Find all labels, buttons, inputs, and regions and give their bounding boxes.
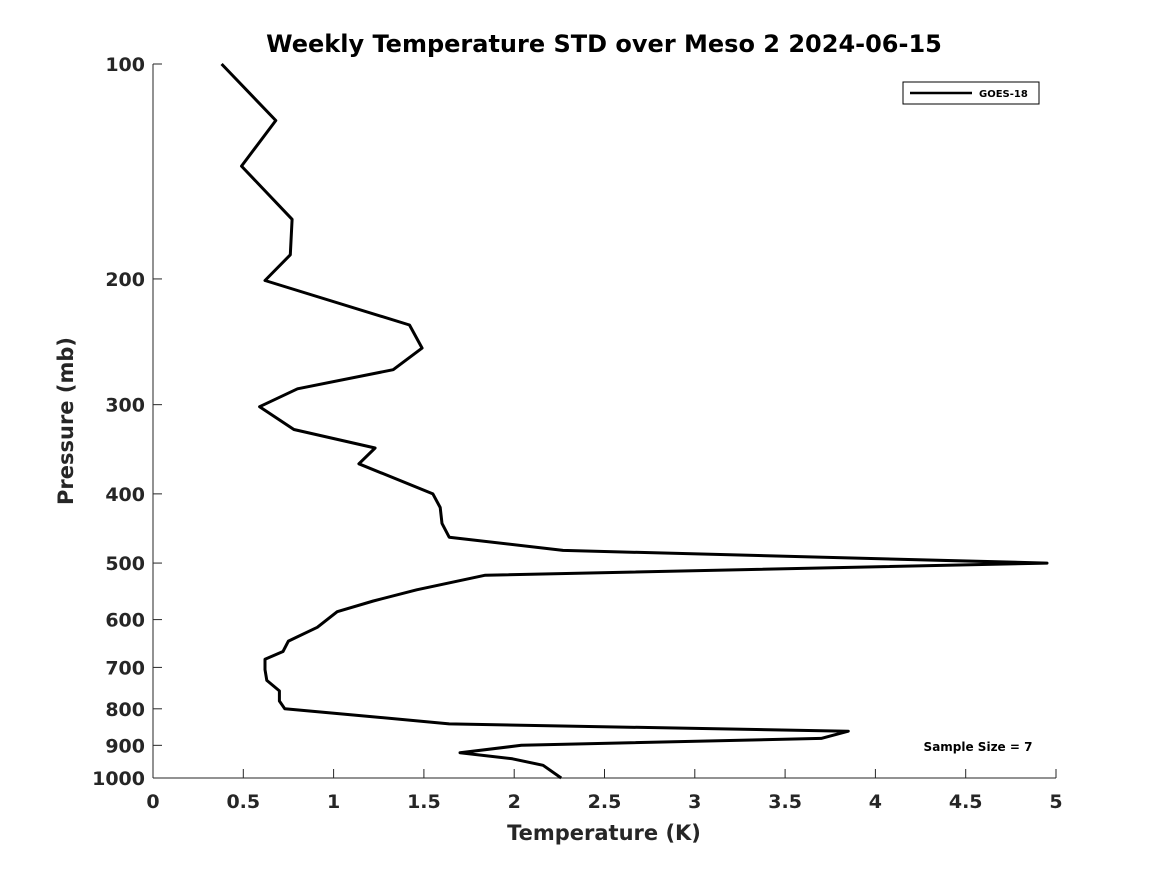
x-tick-label: 5: [1049, 791, 1062, 813]
x-tick-label: 2.5: [588, 791, 622, 813]
x-tick-label: 4.5: [949, 791, 983, 813]
y-tick-label: 100: [105, 54, 145, 76]
y-axis-ticks: 100 200 300 400 500 600 700 800 900 1000: [92, 54, 162, 790]
x-tick-label: 0.5: [226, 791, 260, 813]
y-tick-label: 300: [105, 395, 145, 417]
sample-size-annotation: Sample Size = 7: [924, 740, 1033, 754]
series-group: [220, 62, 1049, 780]
series-line-goes-18: [220, 62, 1049, 780]
x-tick-label: 4: [869, 791, 882, 813]
x-tick-label: 3: [688, 791, 701, 813]
x-tick-label: 2: [508, 791, 521, 813]
x-tick-label: 1.5: [407, 791, 441, 813]
y-tick-label: 1000: [92, 768, 145, 790]
x-axis-label: Temperature (K): [507, 821, 701, 845]
y-axis-label: Pressure (mb): [54, 337, 78, 505]
y-tick-label: 500: [105, 553, 145, 575]
x-tick-label: 3.5: [768, 791, 802, 813]
legend-label-goes-18: GOES-18: [979, 89, 1028, 100]
y-tick-label: 800: [105, 699, 145, 721]
y-tick-label: 600: [105, 610, 145, 632]
y-tick-label: 400: [105, 484, 145, 506]
x-tick-label: 1: [327, 791, 340, 813]
y-tick-label: 900: [105, 735, 145, 757]
axes: [152, 64, 1056, 779]
y-tick-label: 200: [105, 269, 145, 291]
legend: GOES-18: [902, 81, 1040, 105]
x-tick-label: 0: [146, 791, 159, 813]
x-axis-ticks: 0 0.5 1 1.5 2 2.5 3 3.5 4 4.5 5: [146, 769, 1063, 813]
chart-title: Weekly Temperature STD over Meso 2 2024-…: [266, 30, 942, 58]
y-tick-label: 700: [105, 657, 145, 679]
